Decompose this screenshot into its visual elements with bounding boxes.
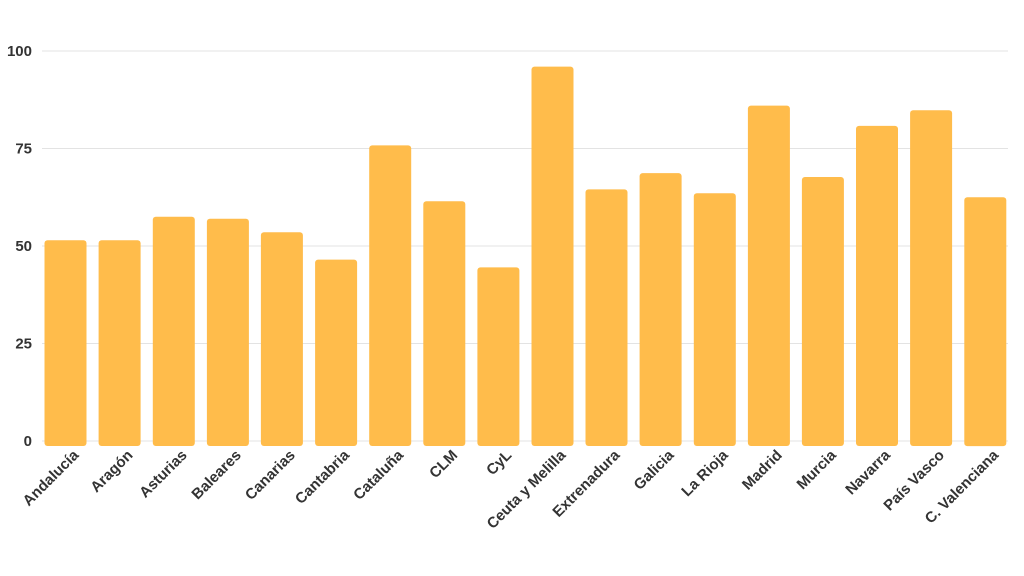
bar-14 bbox=[801, 177, 844, 446]
x-category-label-13: Madrid bbox=[739, 447, 786, 494]
bar-10 bbox=[585, 189, 628, 446]
bar-1 bbox=[98, 240, 141, 446]
x-category-label-14: Murcia bbox=[794, 446, 841, 493]
x-category-label-4: Canarias bbox=[242, 447, 299, 504]
x-category-label-7: CLM bbox=[426, 447, 461, 482]
bar-16 bbox=[910, 110, 953, 447]
bar-0 bbox=[44, 240, 87, 446]
x-category-label-5: Cantabria bbox=[292, 446, 353, 507]
x-axis-labels: Andalucía Aragón AsturiasBalearesCanariasC… bbox=[20, 446, 1003, 532]
bar-4 bbox=[260, 232, 303, 446]
y-tick-label-75: 75 bbox=[15, 141, 32, 158]
x-category-label-15: Navarra bbox=[842, 446, 894, 498]
y-tick-label-100: 100 bbox=[7, 43, 32, 60]
bar-12 bbox=[693, 193, 736, 446]
x-category-label-0: Andalucía bbox=[20, 446, 83, 509]
y-tick-label-0: 0 bbox=[24, 433, 32, 450]
bar-15 bbox=[856, 125, 898, 447]
bar-13 bbox=[747, 105, 790, 446]
x-category-label-6: Cataluña bbox=[350, 446, 407, 503]
x-category-label-12: La Rioja bbox=[678, 446, 732, 500]
bars bbox=[44, 66, 1007, 447]
bar-5 bbox=[315, 259, 358, 446]
bar-9 bbox=[531, 66, 574, 446]
bar-3 bbox=[206, 218, 249, 446]
x-category-label-1: Aragón bbox=[87, 447, 136, 496]
x-category-label-11: Galicia bbox=[631, 446, 678, 493]
y-tick-label-50: 50 bbox=[15, 238, 32, 255]
grid-lines bbox=[42, 50, 1008, 442]
bar-7 bbox=[423, 201, 466, 446]
x-category-label-8: CyL bbox=[483, 447, 515, 479]
bar-2 bbox=[152, 216, 195, 446]
bar-6 bbox=[369, 145, 412, 446]
y-tick-label-25: 25 bbox=[15, 336, 32, 353]
bar-17 bbox=[964, 197, 1007, 447]
y-axis-ticks: 0 25 50 75 100 bbox=[7, 43, 32, 450]
bar-11 bbox=[639, 173, 682, 446]
x-category-label-3: Baleares bbox=[188, 447, 244, 503]
bar-8 bbox=[477, 267, 520, 446]
x-category-label-2: Asturias bbox=[136, 447, 190, 501]
